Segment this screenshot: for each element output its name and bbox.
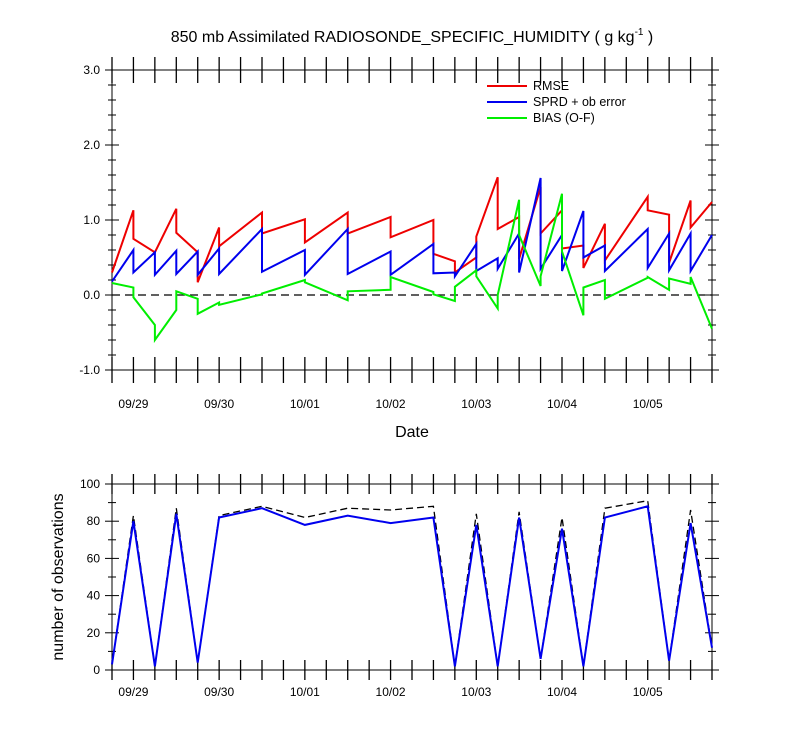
x-tick-label: 10/05 (633, 397, 663, 411)
bottom-y-axis-title: number of observations (50, 493, 67, 660)
series-line-rmse (111, 176, 713, 283)
series-line-sprd-ob-error (111, 177, 713, 283)
series-line-bias-o-f (111, 193, 713, 344)
x-tick-label: 10/02 (376, 397, 406, 411)
y-tick-label: 0 (93, 663, 100, 677)
y-tick-label: 0.0 (83, 288, 100, 302)
legend-label-bias: BIAS (O-F) (533, 111, 595, 125)
legend: RMSE SPRD + ob error BIAS (O-F) (487, 79, 626, 125)
x-tick-label: 10/04 (547, 685, 577, 699)
y-tick-label: 20 (87, 626, 101, 640)
legend-label-sprd: SPRD + ob error (533, 95, 626, 109)
bottom-chart-panel: 0 20 40 60 80 100 09/29 09/30 10/01 10/02 10/03 10/… (80, 474, 719, 699)
series-line-used (111, 505, 713, 667)
y-tick-label: 40 (87, 589, 101, 603)
y-tick-label: 2.0 (83, 138, 100, 152)
x-tick-label: 10/04 (547, 397, 577, 411)
x-tick-label: 10/01 (290, 397, 320, 411)
x-tick-label: 10/03 (461, 397, 491, 411)
y-tick-label: 60 (87, 551, 101, 565)
y-tick-label: 80 (87, 514, 101, 528)
x-tick-label: 10/03 (461, 685, 491, 699)
top-x-axis-title: Date (395, 424, 429, 441)
x-tick-label: 09/30 (204, 397, 234, 411)
legend-label-rmse: RMSE (533, 79, 569, 93)
y-tick-label: -1.0 (79, 363, 100, 377)
x-tick-label: 10/02 (376, 685, 406, 699)
plot-frame (111, 483, 713, 671)
x-tick-label: 09/29 (118, 397, 148, 411)
x-tick-label: 09/30 (204, 685, 234, 699)
plot-frame (111, 69, 713, 371)
x-tick-label: 10/05 (633, 685, 663, 699)
x-tick-label: 09/29 (118, 685, 148, 699)
y-tick-label: 3.0 (83, 63, 100, 77)
y-tick-label: 1.0 (83, 213, 100, 227)
chart-title: 850 mb Assimilated RADIOSONDE_SPECIFIC_H… (171, 27, 654, 46)
series-line-possible (111, 499, 713, 667)
top-chart-panel: -1.0 0.0 1.0 2.0 3.0 09/29 09/30 10/01 10/02 10/0… (79, 57, 719, 411)
x-tick-label: 10/01 (290, 685, 320, 699)
y-tick-label: 100 (80, 477, 100, 491)
